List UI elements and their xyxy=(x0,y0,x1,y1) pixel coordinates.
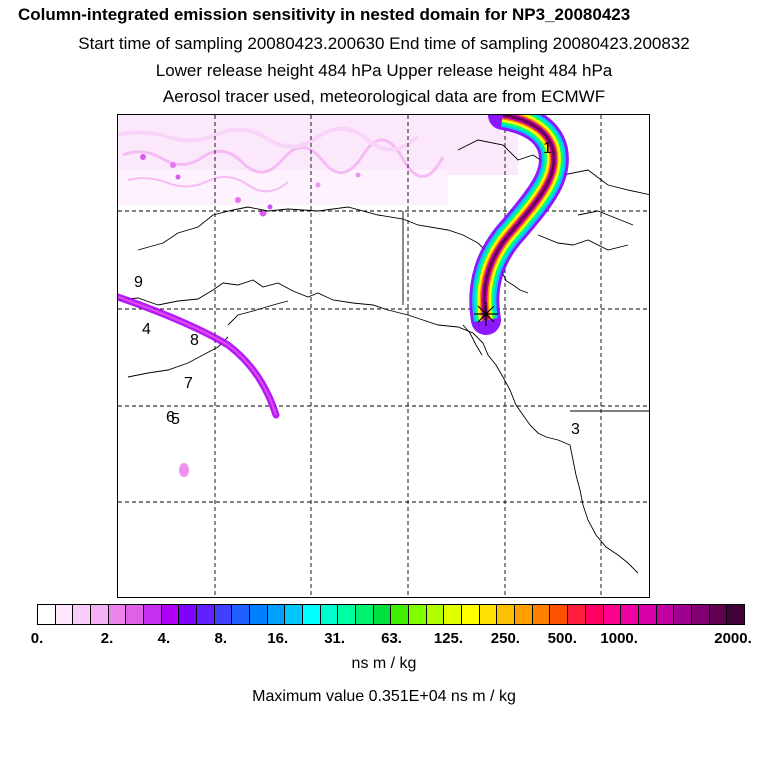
map-label-1: 1 xyxy=(543,140,552,157)
color-scale-cell xyxy=(727,605,744,624)
color-scale-cell xyxy=(373,605,392,624)
color-scale-tick-label: 16. xyxy=(267,630,289,647)
color-scale-cell xyxy=(250,605,268,624)
unit-label: ns m / kg xyxy=(351,655,417,672)
color-scale-tick-label: 4. xyxy=(157,630,171,647)
color-scale-cell xyxy=(73,605,92,624)
main-sensitivity-plume xyxy=(469,115,569,335)
color-scale-cell xyxy=(691,605,710,624)
color-scale-tick-label: 125. xyxy=(433,630,464,647)
color-scale-cell xyxy=(532,605,551,624)
color-scale-cell xyxy=(550,605,569,624)
color-scale-cell xyxy=(603,605,622,624)
map-label-8: 8 xyxy=(190,332,199,349)
western-plume xyxy=(118,293,280,419)
color-scale-tick-label: 31. xyxy=(324,630,346,647)
color-scale-cell xyxy=(38,605,56,624)
color-scale-cell xyxy=(674,605,692,624)
color-scale-tick-label: 500. xyxy=(547,630,577,647)
northern-sensitivity-haze xyxy=(118,115,518,217)
color-scale-tick-label: 63. xyxy=(381,630,402,647)
color-scale-cell xyxy=(444,605,463,624)
color-scale-tick-label: 250. xyxy=(490,630,520,647)
map-label-7: 7 xyxy=(184,375,193,392)
data-source-line: Aerosol tracer used, meteorological data… xyxy=(162,87,606,106)
map-canvas: 1 9 4 8 7 6 5 3 xyxy=(118,115,649,597)
color-scale-tick-label: 2000. xyxy=(714,630,752,647)
color-scale-cell xyxy=(320,605,339,624)
release-point-star xyxy=(474,302,498,326)
color-scale-cell xyxy=(144,605,162,624)
map-label-6: 6 xyxy=(166,409,175,426)
color-scale-cell xyxy=(462,605,480,624)
color-scale-cell xyxy=(356,605,374,624)
color-scale-cell xyxy=(179,605,198,624)
map-label-3: 3 xyxy=(571,421,580,438)
color-scale-cell xyxy=(409,605,427,624)
release-height-line: Lower release height 484 hPa Upper relea… xyxy=(155,61,613,80)
map-label-9: 9 xyxy=(134,274,143,291)
color-scale-cell xyxy=(303,605,321,624)
color-scale-cell xyxy=(91,605,109,624)
color-scale-tick-label: 1000. xyxy=(600,630,638,647)
color-scale-cell xyxy=(214,605,233,624)
plot-title: Column-integrated emission sensitivity i… xyxy=(18,5,631,24)
color-scale-cell xyxy=(126,605,145,624)
color-scale-cell xyxy=(285,605,304,624)
color-scale-tick-label: 0. xyxy=(30,630,44,647)
color-scale-tick-label: 2. xyxy=(100,630,114,647)
sampling-time-line: Start time of sampling 20080423.200630 E… xyxy=(78,34,690,53)
color-scale-cell xyxy=(479,605,498,624)
map-label-5: 5 xyxy=(171,411,180,428)
color-scale-cell xyxy=(232,605,251,624)
small-plume-patch xyxy=(179,463,189,477)
color-scale-cell xyxy=(621,605,639,624)
color-scale-cell xyxy=(426,605,445,624)
color-scale-cell xyxy=(55,605,74,624)
color-scale-cell xyxy=(161,605,180,624)
color-scale-cell xyxy=(709,605,728,624)
color-scale-cell xyxy=(585,605,604,624)
map-label-4: 4 xyxy=(142,321,151,338)
color-scale-tick-label: 8. xyxy=(214,630,228,647)
color-scale-cell xyxy=(267,605,286,624)
color-scale-cell xyxy=(197,605,215,624)
map-panel: 1 9 4 8 7 6 5 3 xyxy=(117,114,650,598)
color-scale-bar xyxy=(37,604,745,625)
color-scale-cell xyxy=(656,605,675,624)
color-scale-cell xyxy=(391,605,410,624)
color-scale-cell xyxy=(338,605,357,624)
color-scale-cell xyxy=(638,605,657,624)
maximum-value-label: Maximum value 0.351E+04 ns m / kg xyxy=(252,688,516,705)
color-scale-cell xyxy=(515,605,533,624)
color-scale-cell xyxy=(497,605,516,624)
color-scale-cell xyxy=(108,605,127,624)
color-scale-cell xyxy=(568,605,586,624)
